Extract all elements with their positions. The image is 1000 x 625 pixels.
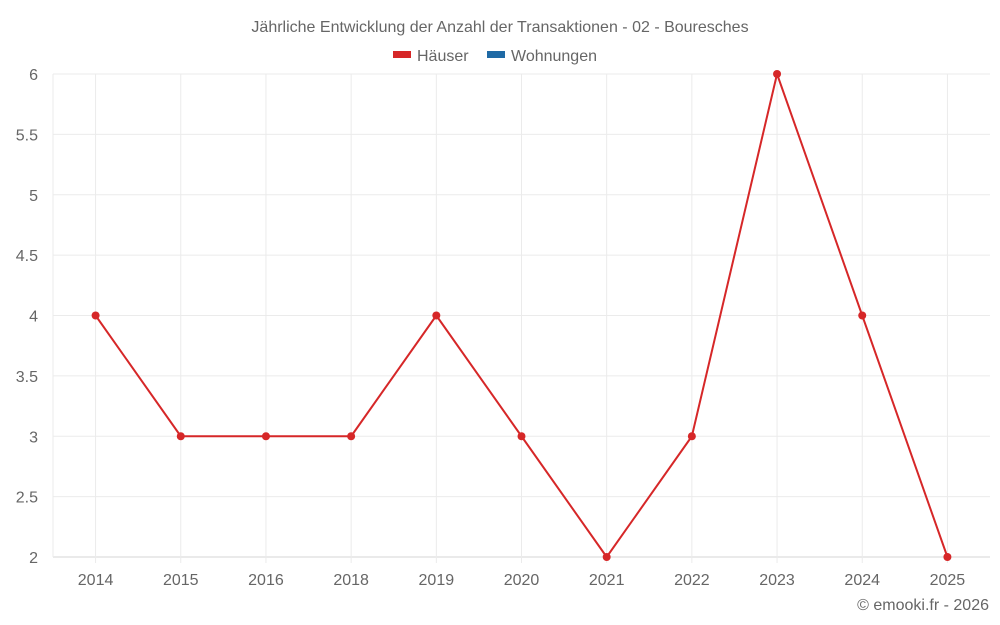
y-tick-label: 2.5 bbox=[16, 490, 38, 507]
x-tick-label: 2024 bbox=[844, 572, 880, 589]
x-tick-label: 2021 bbox=[589, 572, 625, 589]
legend-swatch bbox=[487, 51, 505, 58]
y-tick-label: 3.5 bbox=[16, 369, 38, 386]
data-point[interactable] bbox=[432, 311, 441, 320]
x-tick-label: 2016 bbox=[248, 572, 284, 589]
credit-text: © emooki.fr - 2026 bbox=[857, 597, 989, 614]
y-tick-label: 4.5 bbox=[16, 248, 38, 265]
legend-item-haeuser[interactable]: Häuser bbox=[393, 48, 469, 65]
x-tick-label: 2025 bbox=[930, 572, 966, 589]
data-point[interactable] bbox=[261, 432, 270, 441]
x-tick-label: 2022 bbox=[674, 572, 710, 589]
x-tick-label: 2020 bbox=[504, 572, 540, 589]
y-tick-label: 5.5 bbox=[16, 127, 38, 144]
x-axis: 2014 2015 2016 2018 2019 2020 2021 2022 2023 2024… bbox=[78, 572, 966, 589]
legend-label: Häuser bbox=[417, 48, 469, 65]
grid bbox=[52, 73, 990, 563]
y-axis: 2 2.5 3 3.5 4 4.5 5 5.5 6 bbox=[16, 67, 38, 567]
y-tick-label: 3 bbox=[29, 429, 38, 446]
data-point[interactable] bbox=[858, 311, 867, 320]
data-point[interactable] bbox=[91, 311, 100, 320]
legend: Häuser Wohnungen bbox=[393, 48, 597, 65]
y-tick-label: 2 bbox=[29, 550, 38, 567]
legend-label: Wohnungen bbox=[511, 48, 597, 65]
data-point[interactable] bbox=[602, 553, 611, 561]
data-point[interactable] bbox=[176, 432, 185, 441]
y-tick-label: 5 bbox=[29, 188, 38, 205]
data-point[interactable] bbox=[517, 432, 526, 441]
x-tick-label: 2015 bbox=[163, 572, 199, 589]
x-tick-label: 2023 bbox=[759, 572, 795, 589]
y-tick-label: 4 bbox=[29, 309, 38, 326]
data-point[interactable] bbox=[773, 70, 782, 78]
x-tick-label: 2014 bbox=[78, 572, 114, 589]
y-tick-label: 6 bbox=[29, 67, 38, 84]
chart-title: Jährliche Entwicklung der Anzahl der Tra… bbox=[251, 19, 748, 36]
data-point[interactable] bbox=[943, 553, 952, 561]
data-point[interactable] bbox=[347, 432, 356, 441]
series bbox=[91, 70, 952, 561]
legend-item-wohnungen[interactable]: Wohnungen bbox=[487, 48, 597, 65]
legend-swatch bbox=[393, 51, 411, 58]
x-tick-label: 2018 bbox=[333, 572, 369, 589]
x-tick-label: 2019 bbox=[419, 572, 455, 589]
data-point[interactable] bbox=[687, 432, 696, 441]
